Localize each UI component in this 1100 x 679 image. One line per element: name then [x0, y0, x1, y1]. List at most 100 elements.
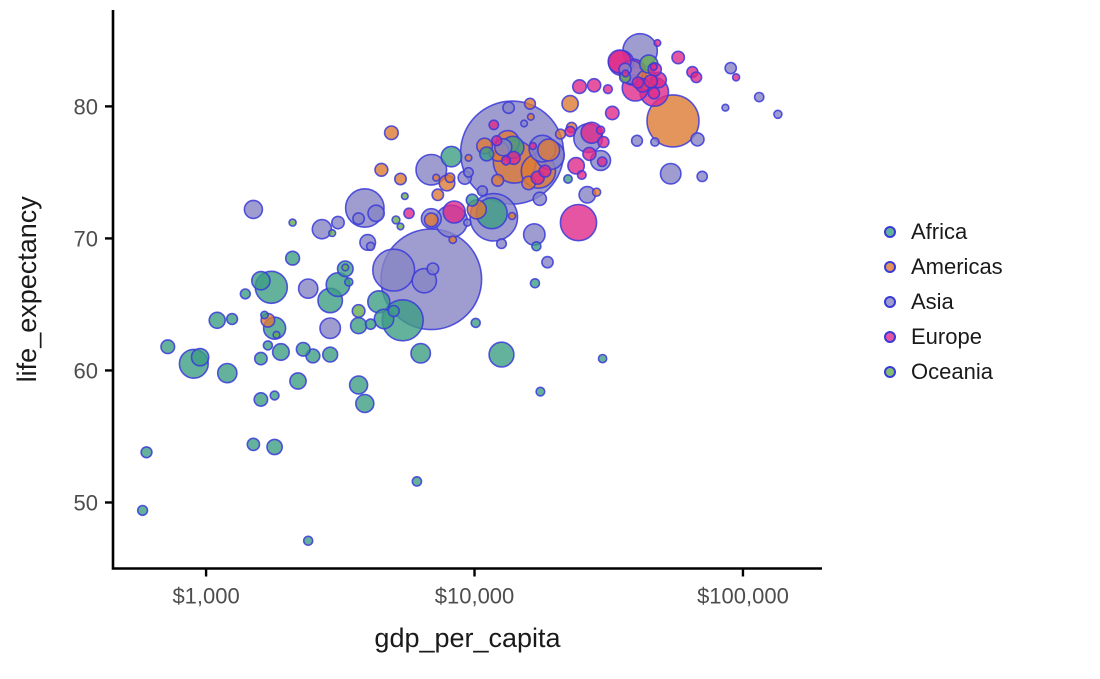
y-axis-tick-label: 80 [74, 94, 98, 119]
data-point-americas [491, 173, 505, 188]
data-point-americas [383, 125, 400, 141]
data-point-asia [650, 137, 660, 147]
data-point-asia [372, 248, 416, 292]
data-point-americas [561, 94, 580, 113]
data-point-europe [571, 78, 588, 95]
data-point-oceania [272, 330, 281, 339]
data-point-asia [721, 103, 730, 112]
data-point-americas [423, 212, 439, 228]
data-point-asia [462, 218, 472, 227]
data-point-asia [532, 191, 548, 207]
data-point-americas [464, 153, 473, 162]
data-point-americas [507, 211, 517, 221]
data-point-europe [488, 119, 500, 131]
data-point-africa [253, 351, 268, 366]
data-point-europe [403, 207, 415, 220]
data-point-asia [659, 162, 682, 185]
data-point-africa [208, 311, 226, 330]
data-point-europe [653, 38, 662, 48]
data-point-europe [731, 73, 741, 82]
data-point-europe [647, 86, 661, 100]
x-axis-title: gdp_per_capita [374, 623, 561, 653]
data-point-europe [631, 76, 645, 89]
data-points [136, 32, 783, 547]
data-point-africa [266, 438, 283, 456]
data-point-europe [582, 146, 597, 162]
data-point-europe [491, 135, 503, 147]
data-point-africa [225, 312, 239, 326]
data-point-africa [253, 391, 269, 407]
y-axis-title: life_expectancy [12, 196, 42, 383]
data-point-africa [364, 318, 377, 331]
data-point-asia [630, 134, 644, 147]
data-point-asia [352, 212, 366, 226]
data-point-africa [302, 535, 314, 547]
data-point-americas [393, 172, 407, 186]
data-point-asia [495, 238, 508, 250]
data-point-americas [536, 138, 561, 162]
data-point-americas [448, 235, 458, 245]
data-point-asia [724, 61, 738, 75]
data-point-europe [595, 125, 606, 135]
data-point-europe [596, 156, 608, 168]
data-point-americas [554, 128, 567, 140]
data-point-oceania [396, 222, 405, 231]
data-point-asia [330, 215, 345, 230]
data-point-americas [591, 187, 602, 197]
data-point-africa [295, 341, 311, 357]
x-axis-tick-label: $10,000 [435, 584, 515, 609]
data-point-asia [696, 170, 709, 183]
data-point-americas [444, 172, 456, 184]
data-point-oceania [391, 215, 401, 225]
data-point-asia [502, 101, 516, 115]
data-point-asia [365, 241, 376, 252]
data-point-africa [348, 375, 369, 395]
data-point-africa [269, 390, 280, 401]
data-point-europe [538, 164, 552, 178]
legend-marker-oceania [884, 365, 896, 378]
y-axis-tick-label: 70 [74, 226, 98, 251]
data-point-africa [529, 277, 541, 289]
data-point-africa [271, 342, 291, 362]
data-point-americas [646, 94, 700, 148]
data-point-asia [462, 166, 474, 178]
legend-marker-americas [884, 260, 896, 273]
data-point-africa [488, 341, 515, 368]
data-point-africa [190, 347, 210, 367]
x-axis-tick-label: $1,000 [172, 584, 239, 609]
data-point-asia [367, 204, 386, 223]
data-point-asia [243, 199, 264, 220]
data-point-africa [239, 288, 252, 300]
legend-label-asia: Asia [911, 288, 954, 314]
data-point-asia [519, 119, 529, 128]
legend-label-oceania: Oceania [911, 358, 993, 384]
axis-lines [111, 10, 822, 570]
data-point-asia [426, 262, 440, 276]
legend-item-africa: Africa [884, 214, 1003, 249]
data-point-africa [160, 339, 176, 355]
data-point-americas [431, 188, 445, 202]
data-point-africa [354, 393, 375, 414]
data-point-europe [621, 69, 630, 78]
data-point-oceania [288, 218, 297, 227]
data-point-europe [604, 105, 620, 121]
data-point-africa [410, 342, 432, 364]
legend-label-africa: Africa [911, 218, 968, 244]
data-point-oceania [351, 303, 366, 319]
data-point-africa [531, 241, 542, 252]
data-point-europe [649, 62, 658, 71]
data-point-americas [526, 112, 535, 121]
legend-marker-africa [884, 225, 896, 238]
legend: Africa Americas Asia Europe Oceania [884, 214, 1003, 389]
data-point-oceania [328, 228, 337, 238]
data-point-africa [349, 316, 368, 335]
data-point-asia [311, 218, 333, 240]
legend-marker-asia [884, 295, 896, 308]
legend-item-europe: Europe [884, 319, 1003, 354]
legend-item-americas: Americas [884, 249, 1003, 284]
y-axis-tick-label: 60 [74, 358, 98, 383]
legend-label-americas: Americas [911, 253, 1003, 279]
data-point-africa [411, 475, 423, 487]
